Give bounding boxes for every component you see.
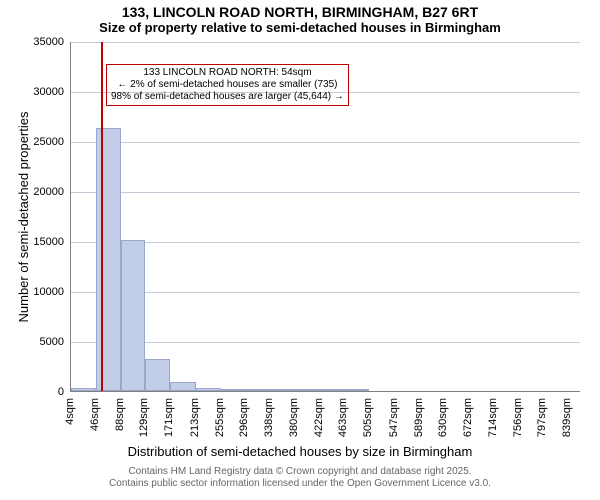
annotation-line: 133 LINCOLN ROAD NORTH: 54sqm [111,67,344,79]
x-tick-label: 547sqm [388,398,400,437]
footer: Contains HM Land Registry data © Crown c… [0,466,600,490]
y-gridline [71,242,580,243]
histogram-bar [295,389,320,391]
x-tick-label: 839sqm [561,398,573,437]
x-tick-label: 422sqm [313,398,325,437]
y-gridline [71,292,580,293]
subject-marker-line [101,42,103,391]
x-tick-label: 213sqm [189,398,201,437]
footer-line1: Contains HM Land Registry data © Crown c… [0,466,600,478]
footer-line2: Contains public sector information licen… [0,478,600,490]
y-tick-label: 0 [0,386,64,398]
histogram-bar [121,240,145,391]
y-tick-label: 15000 [0,236,64,248]
x-tick-label: 338sqm [263,398,275,437]
x-tick-label: 756sqm [512,398,524,437]
y-gridline [71,342,580,343]
x-tick-label: 463sqm [337,398,349,437]
x-axis-title: Distribution of semi-detached houses by … [0,444,600,459]
x-tick-label: 296sqm [238,398,250,437]
y-tick-label: 10000 [0,286,64,298]
y-tick-label: 35000 [0,36,64,48]
chart-title: 133, LINCOLN ROAD NORTH, BIRMINGHAM, B27… [0,4,600,35]
x-tick-label: 129sqm [138,398,150,437]
marker-annotation: 133 LINCOLN ROAD NORTH: 54sqm← 2% of sem… [106,64,349,106]
y-gridline [71,42,580,43]
plot-area: 133 LINCOLN ROAD NORTH: 54sqm← 2% of sem… [70,42,580,392]
histogram-bar [270,389,295,391]
histogram-bar [170,382,195,391]
histogram-bar [344,389,369,391]
x-tick-label: 797sqm [536,398,548,437]
title-line1: 133, LINCOLN ROAD NORTH, BIRMINGHAM, B27… [0,4,600,20]
histogram-bar [196,388,221,392]
histogram-bar [145,359,170,391]
x-tick-label: 505sqm [362,398,374,437]
histogram-bar [96,128,121,391]
chart-container: 133, LINCOLN ROAD NORTH, BIRMINGHAM, B27… [0,0,600,500]
x-tick-label: 380sqm [288,398,300,437]
title-line2: Size of property relative to semi-detach… [0,20,600,35]
x-tick-label: 589sqm [413,398,425,437]
x-tick-label: 88sqm [114,398,126,431]
x-tick-label: 255sqm [214,398,226,437]
annotation-line: ← 2% of semi-detached houses are smaller… [111,79,344,91]
x-tick-label: 4sqm [64,398,76,425]
y-gridline [71,192,580,193]
y-tick-label: 5000 [0,336,64,348]
x-tick-label: 171sqm [163,398,175,437]
y-tick-label: 20000 [0,186,64,198]
histogram-bar [221,389,245,391]
x-tick-label: 714sqm [487,398,499,437]
x-tick-label: 46sqm [89,398,101,431]
y-tick-label: 30000 [0,86,64,98]
histogram-bar [245,389,270,391]
histogram-bar [320,389,344,391]
y-axis-title: Number of semi-detached properties [16,112,31,323]
x-tick-label: 672sqm [462,398,474,437]
x-tick-label: 630sqm [437,398,449,437]
y-gridline [71,142,580,143]
annotation-line: 98% of semi-detached houses are larger (… [111,91,344,103]
histogram-bar [71,388,96,392]
y-tick-label: 25000 [0,136,64,148]
